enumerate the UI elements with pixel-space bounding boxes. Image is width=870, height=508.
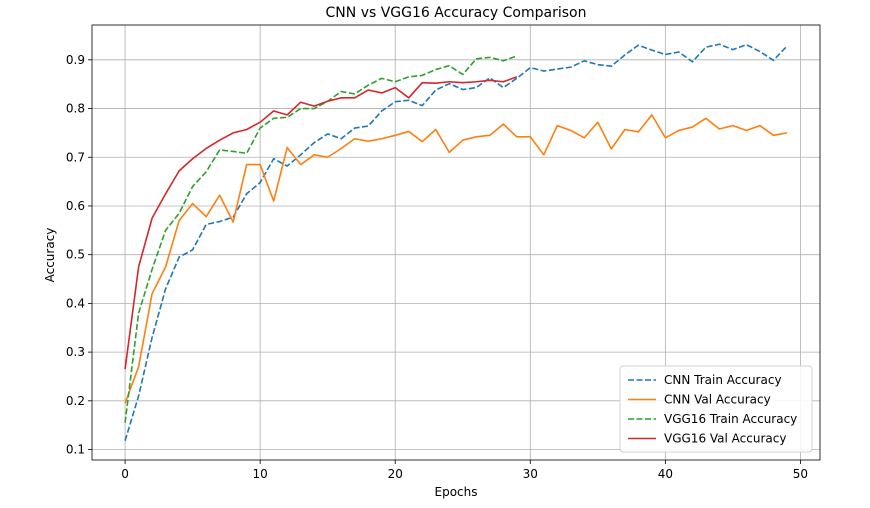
legend-label: CNN Val Accuracy [664,393,771,407]
x-tick-label: 40 [658,467,673,481]
y-axis-label: Accuracy [43,228,57,283]
y-tick-label: 0.1 [66,443,85,457]
y-tick-label: 0.5 [66,248,85,262]
axis-ticks: 0 10 20 30 40 50 0.1 0.2 0.3 0.4 0.5 0.6 0.7 0.8 0.9 [66,53,808,481]
legend: CNN Train Accuracy CNN Val Accuracy VGG16 … [619,365,813,453]
series-line-vgg16-val-accuracy [124,76,518,370]
y-tick-label: 0.2 [66,394,85,408]
series-lines [124,43,788,441]
legend-box [619,365,813,453]
y-tick-label: 0.6 [66,199,85,213]
legend-label: CNN Train Accuracy [664,373,782,387]
legend-label: VGG16 Val Accuracy [664,432,786,446]
chart-title: CNN vs VGG16 Accuracy Comparison [326,5,587,21]
x-tick-label: 0 [121,467,129,481]
series-line-cnn-val-accuracy [124,114,788,404]
y-tick-label: 0.9 [66,53,85,67]
y-tick-label: 0.7 [66,150,85,164]
y-tick-label: 0.3 [66,345,85,359]
legend-label: VGG16 Train Accuracy [664,412,797,426]
x-tick-label: 20 [388,467,403,481]
plot-frame [91,24,821,461]
series-line-vgg16-train-accuracy [124,55,518,423]
x-tick-label: 10 [253,467,268,481]
y-tick-label: 0.8 [66,102,85,116]
x-axis-label: Epochs [435,485,478,499]
x-tick-label: 50 [793,467,808,481]
x-tick-label: 30 [523,467,538,481]
y-tick-label: 0.4 [66,296,85,310]
